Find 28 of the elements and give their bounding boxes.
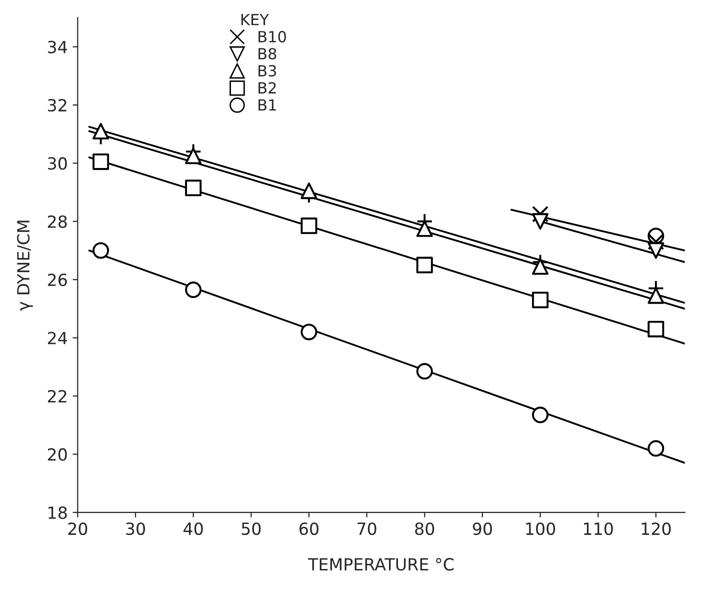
y-tick-label: 30 bbox=[48, 157, 67, 170]
y-tick-label: 26 bbox=[48, 274, 67, 286]
y-tick-label: 34 bbox=[48, 40, 68, 54]
legend-label: B1 bbox=[258, 99, 276, 111]
legend-label: B8 bbox=[258, 48, 276, 60]
y-axis-title: γ DYNE/CM bbox=[17, 220, 33, 311]
y-tick-label: 20 bbox=[48, 448, 67, 461]
x-tick-label: 60 bbox=[300, 522, 318, 536]
y-tick-label: 18 bbox=[48, 506, 67, 519]
x-tick-label: 70 bbox=[358, 522, 376, 536]
legend-label: B2 bbox=[258, 82, 276, 94]
y-tick-label: 22 bbox=[48, 390, 66, 402]
y-tick-label: 28 bbox=[48, 215, 67, 228]
x-tick-label: 40 bbox=[184, 522, 203, 536]
x-tick-label: 50 bbox=[242, 522, 261, 536]
x-tick-label: 80 bbox=[415, 522, 434, 536]
y-tick-label: 24 bbox=[48, 332, 68, 344]
x-tick-label: 110 bbox=[584, 522, 613, 536]
x-axis-title: TEMPERATURE °C bbox=[308, 558, 454, 571]
legend-label: B3 bbox=[258, 65, 276, 77]
x-tick-label: 30 bbox=[126, 522, 145, 536]
y-tick-label: 32 bbox=[48, 98, 66, 112]
x-tick-label: 100 bbox=[526, 522, 556, 536]
x-tick-label: 120 bbox=[642, 522, 671, 536]
legend-label: B10 bbox=[258, 30, 286, 42]
legend-title: KEY bbox=[241, 14, 269, 26]
x-tick-label: 90 bbox=[472, 522, 492, 536]
x-tick-label: 20 bbox=[68, 522, 88, 536]
